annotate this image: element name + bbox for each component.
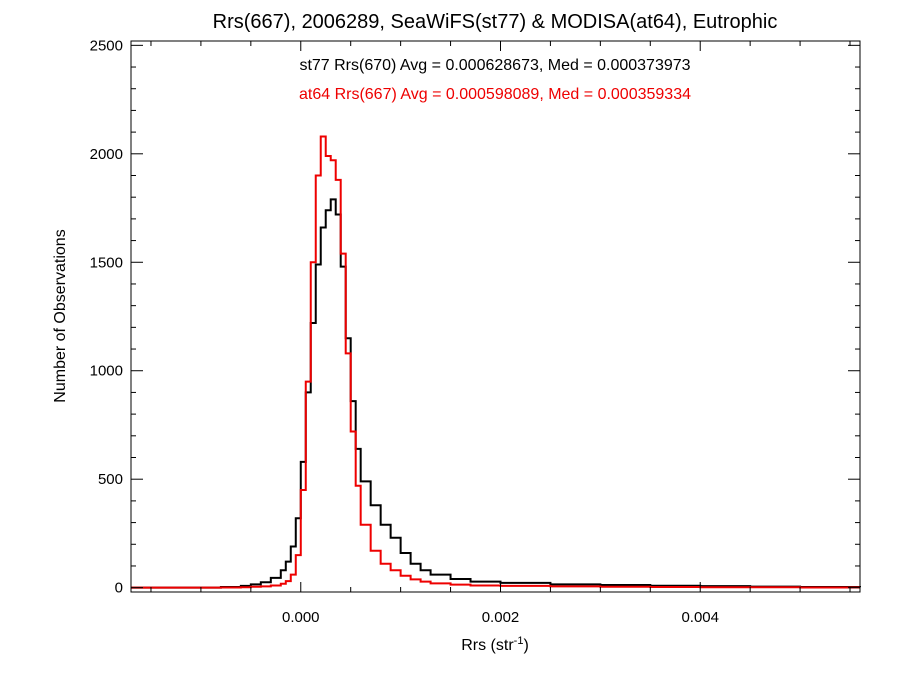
y-tick-label: 2500 bbox=[90, 37, 123, 54]
x-axis-label: Rrs (str-1) bbox=[461, 635, 529, 654]
chart-title: Rrs(667), 2006289, SeaWiFS(st77) & MODIS… bbox=[213, 11, 778, 33]
y-tick-label: 1000 bbox=[90, 363, 123, 380]
x-tick-label: 0.000 bbox=[282, 609, 320, 626]
y-tick-label: 500 bbox=[98, 471, 123, 488]
y-tick-label: 2000 bbox=[90, 146, 123, 163]
series-line-0 bbox=[131, 198, 861, 589]
x-axis-label-end: ) bbox=[523, 637, 528, 654]
annotation-at64-stats: at64 Rrs(667) Avg = 0.000598089, Med = 0… bbox=[299, 86, 691, 103]
y-axis-label: Number of Observations bbox=[52, 229, 69, 402]
x-tick-label: 0.004 bbox=[681, 609, 719, 626]
y-tick-label: 0 bbox=[115, 580, 123, 597]
plot-frame bbox=[130, 40, 861, 593]
ticks-layer: 0.000 0.002 0.004 0 500 1000 1500 2000 2500 bbox=[90, 37, 860, 626]
x-tick-label: 0.002 bbox=[482, 609, 520, 626]
y-tick-label: 1500 bbox=[90, 254, 123, 271]
x-axis-label-main: Rrs (str bbox=[461, 637, 514, 654]
annotation-st77-stats: st77 Rrs(670) Avg = 0.000628673, Med = 0… bbox=[299, 57, 690, 74]
x-axis-label-superscript: -1 bbox=[514, 635, 524, 647]
